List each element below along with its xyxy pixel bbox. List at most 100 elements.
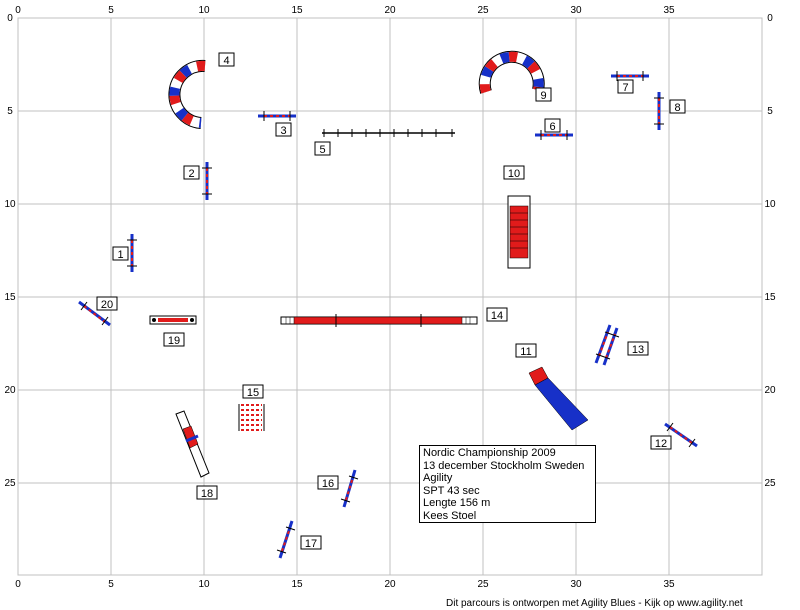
x-tick: 20 — [384, 579, 396, 590]
obstacle-number: 16 — [322, 478, 334, 490]
obstacle-20-jump[interactable] — [78, 300, 111, 327]
obstacle-number: 10 — [508, 168, 520, 180]
x-ticks-top: 0 5 10 15 20 25 30 35 — [15, 5, 675, 16]
y-tick: 5 — [7, 106, 13, 117]
obstacle-12-jump[interactable] — [664, 422, 698, 448]
obstacle-7-jump[interactable] — [611, 71, 649, 81]
x-tick: 35 — [663, 579, 675, 590]
obstacle-8-jump[interactable] — [654, 92, 664, 130]
obstacle-10-tire[interactable] — [507, 195, 531, 269]
info-length: Lengte 156 m — [423, 497, 491, 509]
x-tick: 15 — [291, 579, 303, 590]
x-tick: 0 — [15, 5, 21, 16]
obstacle-18-seesaw[interactable] — [175, 410, 210, 478]
info-title: Nordic Championship 2009 — [423, 447, 556, 459]
obstacle-number-label: 14 — [486, 307, 508, 322]
y-tick: 20 — [764, 385, 776, 396]
obstacle-number-label: 4 — [218, 52, 235, 67]
x-ticks-bottom: 0 5 10 15 20 25 30 35 — [15, 579, 675, 590]
y-tick: 15 — [764, 292, 776, 303]
y-ticks-right: 0 5 10 15 20 25 — [764, 13, 776, 489]
obstacle-number: 1 — [117, 249, 123, 261]
obstacle-2-jump[interactable] — [202, 162, 212, 200]
obstacle-number-label: 13 — [627, 341, 649, 356]
obstacle-number-label: 6 — [544, 118, 561, 133]
obstacle-number: 19 — [168, 335, 180, 347]
y-ticks-left: 0 5 10 15 20 25 — [4, 13, 16, 489]
y-tick: 5 — [767, 106, 773, 117]
obstacle-number-label: 12 — [650, 435, 672, 450]
y-tick: 10 — [4, 199, 16, 210]
obstacle-number-label: 19 — [163, 332, 185, 347]
x-tick: 15 — [291, 5, 303, 16]
y-tick: 0 — [7, 13, 13, 24]
obstacle-number-label: 1 — [112, 246, 129, 261]
obstacle-number: 18 — [201, 488, 213, 500]
obstacle-number-label: 16 — [317, 475, 339, 490]
footer-credit: Dit parcours is ontworpen met Agility Bl… — [446, 598, 743, 609]
obstacle-17-jump[interactable] — [276, 520, 296, 559]
y-tick: 10 — [764, 199, 776, 210]
x-tick: 10 — [198, 5, 210, 16]
obstacle-number-label: 18 — [196, 485, 218, 500]
obstacle-number: 2 — [188, 168, 194, 180]
info-spt: SPT 43 sec — [423, 484, 480, 497]
obstacle-number: 8 — [674, 102, 680, 114]
obstacle-number-label: 17 — [300, 535, 322, 550]
x-tick: 25 — [477, 5, 489, 16]
obstacle-number: 9 — [540, 90, 546, 102]
x-tick: 30 — [570, 5, 582, 16]
obstacle-number-label: 20 — [96, 296, 118, 311]
obstacle-number: 14 — [491, 310, 503, 322]
y-tick: 0 — [767, 13, 773, 24]
obstacle-16-jump[interactable] — [340, 469, 359, 508]
y-tick: 20 — [4, 385, 16, 396]
x-tick: 5 — [108, 5, 114, 16]
obstacle-number: 20 — [101, 299, 113, 311]
info-judge: Kees Stoel — [423, 509, 477, 522]
obstacle-5-dogwalk[interactable] — [322, 129, 455, 137]
x-tick: 5 — [108, 579, 114, 590]
x-tick: 10 — [198, 579, 210, 590]
obstacle-number-label: 15 — [242, 384, 264, 399]
obstacle-number: 6 — [549, 121, 555, 133]
obstacle-number-label: 10 — [503, 165, 525, 180]
x-tick: 20 — [384, 5, 396, 16]
info-class: Agility — [423, 472, 453, 484]
obstacle-19-table[interactable] — [149, 315, 197, 325]
obstacle-6-jump[interactable] — [535, 130, 573, 140]
obstacle-number-label: 9 — [535, 87, 552, 102]
obstacle-number: 7 — [622, 82, 628, 94]
x-tick: 0 — [15, 579, 21, 590]
y-tick: 25 — [4, 478, 16, 489]
obstacle-number-label: 3 — [275, 122, 292, 137]
obstacle-number: 5 — [319, 144, 325, 156]
obstacle-number-label: 7 — [617, 79, 634, 94]
course-info-box: Nordic Championship 2009 13 december Sto… — [419, 445, 596, 523]
obstacle-number: 3 — [280, 125, 286, 137]
x-tick: 25 — [477, 579, 489, 590]
obstacle-number: 4 — [223, 55, 229, 67]
obstacle-number-label: 11 — [515, 343, 537, 358]
obstacle-number: 12 — [655, 438, 667, 450]
obstacle-number: 13 — [632, 344, 644, 356]
obstacle-4-tunnel[interactable] — [168, 59, 206, 129]
obstacle-14-dogwalk[interactable] — [280, 314, 478, 327]
obstacle-number: 11 — [520, 346, 531, 358]
grid-lines — [18, 18, 762, 575]
obstacle-number: 17 — [305, 538, 317, 550]
info-date-location: 13 december Stockholm Sweden — [423, 459, 585, 472]
obstacle-number-label: 2 — [183, 165, 200, 180]
obstacle-15-weave-poles[interactable] — [238, 404, 265, 431]
obstacle-3-jump[interactable] — [258, 111, 296, 121]
obstacle-11-aframe[interactable] — [528, 366, 589, 431]
x-tick: 35 — [663, 5, 675, 16]
obstacle-number: 15 — [247, 387, 259, 399]
obstacle-9-tunnel[interactable] — [478, 50, 545, 94]
y-tick: 25 — [764, 478, 776, 489]
obstacle-13-double-jump[interactable] — [594, 324, 620, 366]
y-tick: 15 — [4, 292, 16, 303]
obstacle-1-jump[interactable] — [127, 234, 137, 272]
x-tick: 30 — [570, 579, 582, 590]
